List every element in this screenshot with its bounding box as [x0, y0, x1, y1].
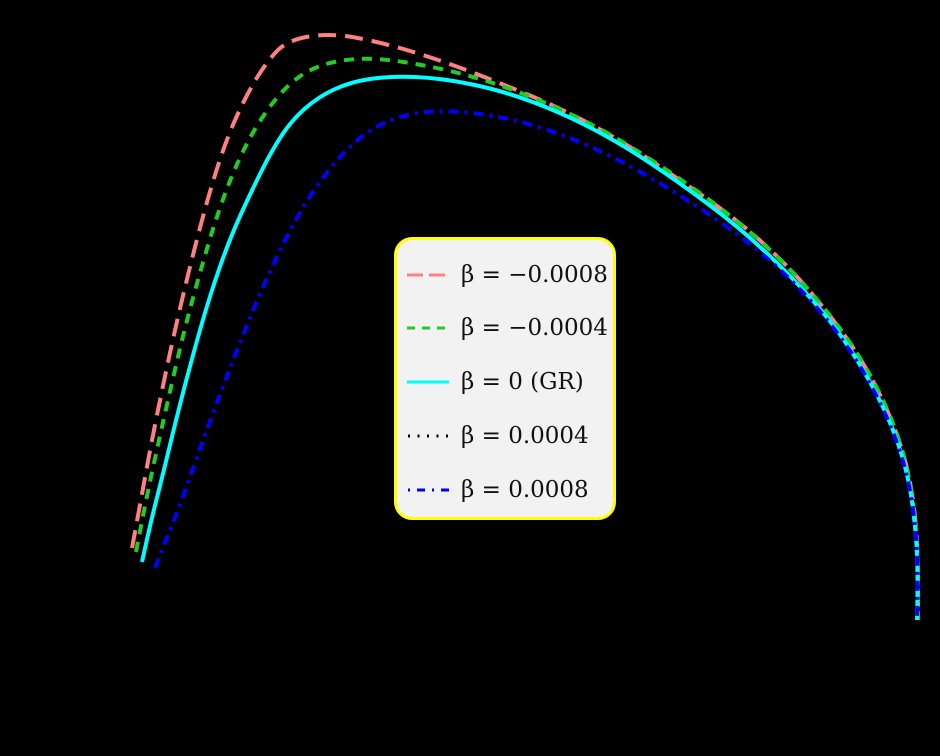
- legend-swatch-long-dash-icon: [407, 273, 449, 277]
- legend-label: β = −0.0008: [461, 262, 608, 288]
- legend-item-beta-neg-0004: β = −0.0004: [397, 313, 613, 343]
- legend-label: β = 0.0008: [461, 477, 589, 503]
- legend-label: β = 0 (GR): [461, 369, 584, 395]
- legend-item-beta-neg-0008: β = −0.0008: [397, 260, 613, 290]
- series-line-4: [153, 109, 920, 623]
- legend-swatch-dash-icon: [407, 326, 449, 330]
- legend-item-beta-0008: β = 0.0008: [397, 475, 613, 505]
- legend-swatch-dash-dot-icon: [408, 488, 449, 492]
- series-line-1: [134, 56, 920, 620]
- legend-item-beta-0-gr: β = 0 (GR): [397, 367, 613, 397]
- series-layer: [130, 33, 920, 623]
- legend-label: β = 0.0004: [461, 423, 589, 449]
- legend-item-beta-0004: β = 0.0004: [397, 421, 613, 451]
- legend-label: β = −0.0004: [461, 315, 608, 341]
- series-line-0: [130, 33, 920, 620]
- legend: β = −0.0008 β = −0.0004 β = 0 (GR) β = 0…: [394, 237, 616, 520]
- legend-swatch-solid-icon: [407, 380, 449, 384]
- legend-swatch-dotted-icon: [408, 434, 449, 438]
